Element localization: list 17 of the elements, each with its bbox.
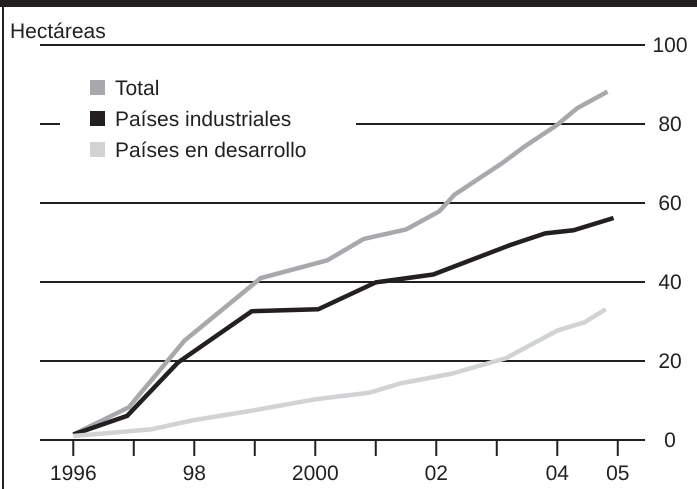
- y-tick-label: 80: [658, 113, 682, 136]
- legend-label: Países industriales: [115, 108, 292, 131]
- x-tick-label: 04: [546, 462, 570, 485]
- y-axis-title: Hectáreas: [10, 20, 106, 43]
- y-tick-label: 40: [658, 271, 682, 294]
- x-tick-label: 2000: [292, 462, 339, 485]
- x-tick-label: 1996: [50, 462, 97, 485]
- x-tick-label: 05: [606, 462, 630, 485]
- legend-label: Total: [115, 77, 160, 100]
- x-tick-label: 98: [182, 462, 206, 485]
- y-tick-label: 100: [652, 34, 688, 57]
- y-tick-label: 60: [658, 192, 682, 215]
- x-tick-label: 02: [424, 462, 448, 485]
- y-tick-label: 0: [664, 429, 676, 452]
- y-tick-label: 20: [658, 350, 682, 373]
- legend-label: Países en desarrollo: [115, 139, 306, 162]
- line-series: [71, 307, 608, 438]
